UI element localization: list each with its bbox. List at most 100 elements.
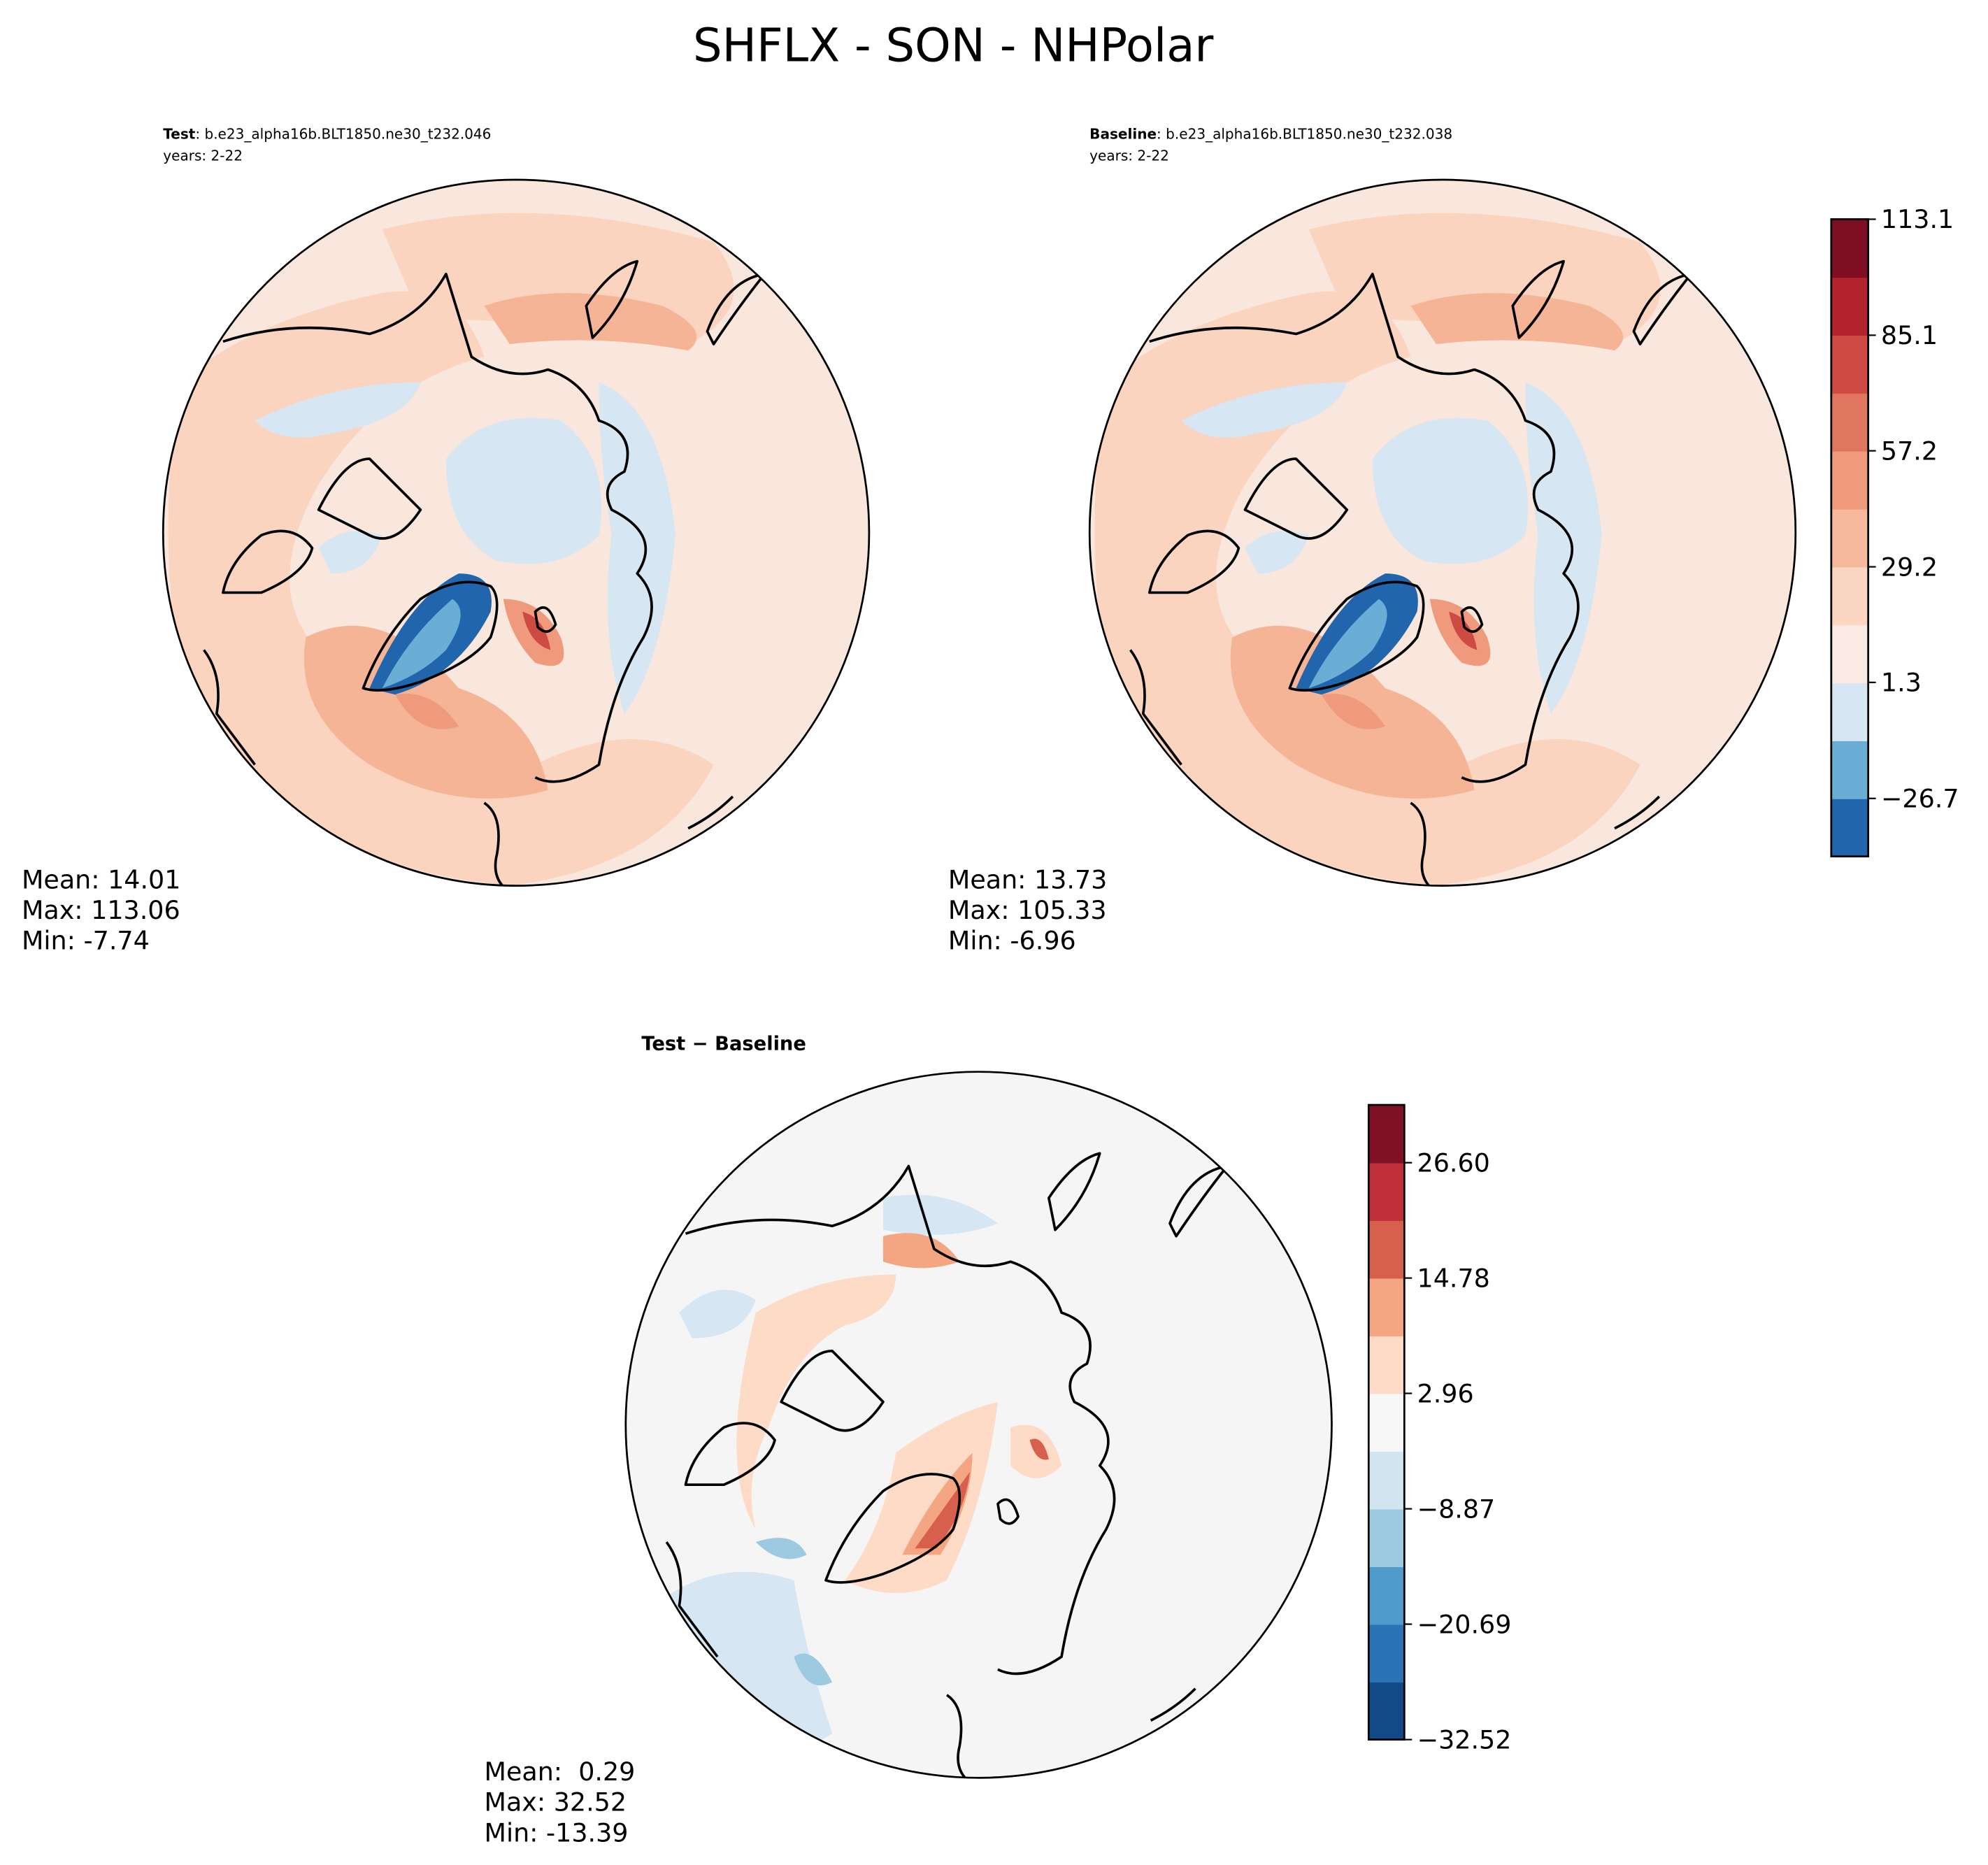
colorbar-band xyxy=(1368,1566,1405,1625)
coastline xyxy=(1511,259,1565,339)
colorbar-band xyxy=(1368,1624,1405,1683)
colorbar-tick-label: 14.78 xyxy=(1417,1263,1490,1293)
contour-region xyxy=(1525,382,1602,714)
stat: Mean: 13.73 xyxy=(948,864,1107,894)
colorbar-band xyxy=(1831,219,1868,278)
colorbar-tick-label: −32.52 xyxy=(1417,1724,1512,1755)
contour-region xyxy=(382,599,461,689)
coastline xyxy=(684,1422,776,1486)
coastline xyxy=(483,801,511,886)
colorbar-band xyxy=(1831,566,1868,626)
panel-title: Test − Baseline xyxy=(641,1034,806,1055)
contour-region xyxy=(1372,417,1529,564)
contour-region xyxy=(1029,1438,1049,1460)
contour-region xyxy=(845,1401,998,1594)
colorbar-band xyxy=(1368,1336,1405,1394)
stat: Max: 105.33 xyxy=(948,895,1107,925)
coastline xyxy=(362,580,499,692)
colorbar-band xyxy=(1831,624,1868,684)
contour-region xyxy=(318,531,382,574)
contour-region xyxy=(755,1538,807,1559)
contour-region xyxy=(794,1653,833,1686)
coastline xyxy=(1410,801,1437,886)
contour-region xyxy=(1449,611,1478,650)
contour-region xyxy=(736,1274,896,1529)
contour-region xyxy=(599,382,675,714)
coastline xyxy=(1243,457,1349,540)
panel-label: Baseline xyxy=(1089,126,1157,143)
map-boundary xyxy=(624,1071,1333,1779)
contour-region xyxy=(394,693,459,729)
coastline xyxy=(1288,580,1425,692)
contour-region xyxy=(1308,599,1387,689)
years: years: 2-22 xyxy=(1089,148,1169,164)
map-fill xyxy=(163,180,869,886)
stat: Mean: 0.29 xyxy=(485,1757,636,1787)
colorbar-band xyxy=(1368,1393,1405,1452)
colorbar-tick-label: 2.96 xyxy=(1417,1378,1474,1408)
stat: Min: -13.39 xyxy=(485,1817,629,1848)
contour-region xyxy=(1321,693,1385,729)
colorbar-band xyxy=(1831,683,1868,741)
colorbar-frame xyxy=(1367,1103,1406,1741)
stat: Mean: 14.01 xyxy=(22,864,180,894)
stat: Min: -7.74 xyxy=(22,926,150,956)
coastline xyxy=(317,457,422,540)
colorbar-band xyxy=(1831,798,1868,857)
colorbar-tick-label: −20.69 xyxy=(1417,1609,1512,1639)
coastline xyxy=(685,1164,1116,1675)
years: years: 2-22 xyxy=(163,148,243,164)
panel-label: Test xyxy=(163,126,196,143)
colorbar-band xyxy=(1831,392,1868,452)
contour-region xyxy=(1245,531,1309,574)
contour-region xyxy=(255,382,421,438)
colorbar-tick-label: 113.1 xyxy=(1881,204,1954,234)
colorbar-tick-label: −26.7 xyxy=(1881,784,1959,814)
coastline xyxy=(1149,273,1580,783)
colorbar-band xyxy=(1831,277,1868,336)
colorbar-tick-label: 26.60 xyxy=(1417,1148,1490,1178)
coastline xyxy=(222,529,314,594)
colorbar-band xyxy=(1368,1220,1405,1279)
colorbar-band xyxy=(1368,1278,1405,1337)
map-fill xyxy=(1089,180,1796,886)
colorbar-band xyxy=(1831,450,1868,510)
colorbar-band xyxy=(1831,741,1868,799)
figure-title: SHFLX - SON - NHPolar xyxy=(693,20,1213,73)
stat: Min: -6.96 xyxy=(948,926,1076,956)
contour-region xyxy=(445,417,602,564)
contour-region xyxy=(168,291,714,886)
case-name: : b.e23_alpha16b.BLT1850.ne30_t232.046 xyxy=(195,126,491,143)
contour-region xyxy=(882,1233,960,1269)
map xyxy=(1088,178,1797,887)
map xyxy=(624,1071,1333,1779)
colorbar-tick-label: 85.1 xyxy=(1881,320,1938,350)
coastline xyxy=(665,1541,719,1658)
coastline xyxy=(945,1694,973,1778)
coastline xyxy=(780,1349,885,1432)
case-name: : b.e23_alpha16b.BLT1850.ne30_t232.038 xyxy=(1157,126,1452,143)
colorbar-tick-label: 29.2 xyxy=(1881,552,1938,582)
coastline xyxy=(1047,1152,1101,1231)
colorbar-band xyxy=(1368,1451,1405,1510)
colorbar-tick-label: 57.2 xyxy=(1881,436,1938,466)
contour-region xyxy=(882,1194,998,1235)
colorbar-band xyxy=(1831,508,1868,568)
colorbar-band xyxy=(1368,1162,1405,1221)
map-boundary xyxy=(162,178,871,887)
coastline xyxy=(687,795,734,830)
coastline xyxy=(1148,529,1240,594)
coastline xyxy=(1150,1687,1196,1722)
colorbar-frame xyxy=(1830,218,1870,858)
panel-title: Baseline: b.e23_alpha16b.BLT1850.ne30_t2… xyxy=(1089,126,1452,143)
coastline xyxy=(996,1498,1020,1525)
colorbar-band xyxy=(1368,1682,1405,1741)
coastline xyxy=(1460,606,1484,633)
colorbar-tick-label: 1.3 xyxy=(1881,668,1922,698)
stat: Max: 32.52 xyxy=(485,1787,627,1817)
contour-region xyxy=(1094,291,1640,886)
map xyxy=(162,178,871,887)
contour-region xyxy=(679,1289,756,1338)
